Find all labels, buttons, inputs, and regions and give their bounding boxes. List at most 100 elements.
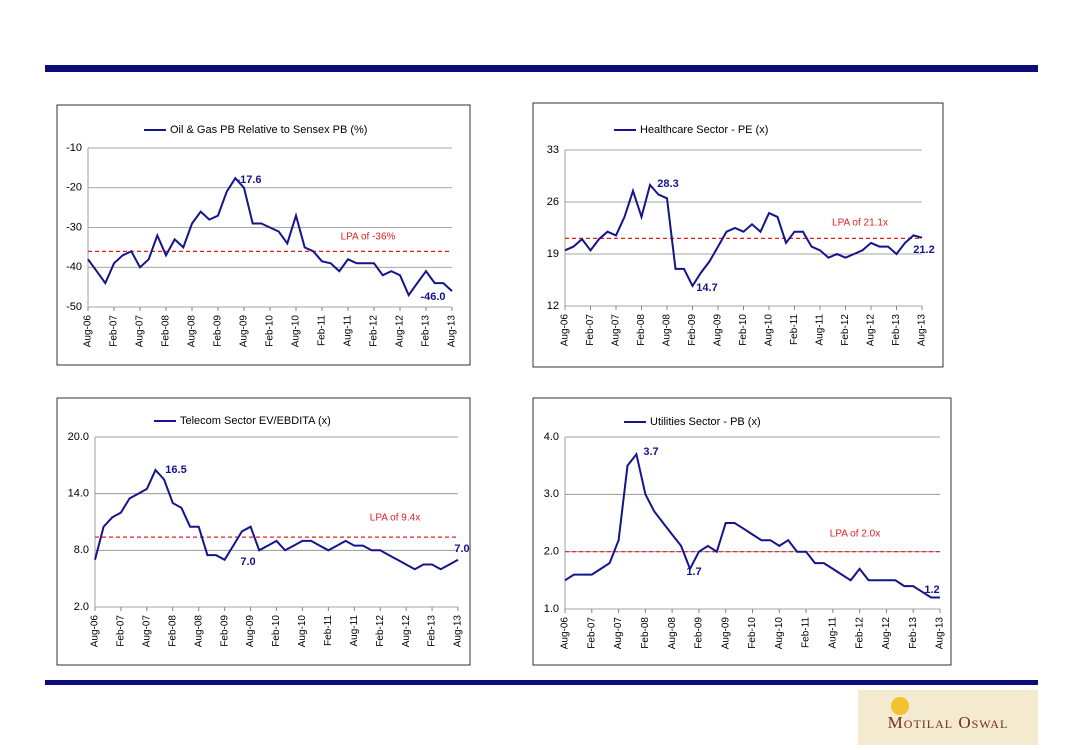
bottom-rule — [45, 680, 1038, 685]
x-tick-label: Feb-07 — [109, 315, 120, 347]
x-tick-label: Feb-08 — [161, 315, 172, 347]
annotation: 28.3 — [657, 178, 678, 190]
y-tick-label: 26 — [547, 196, 559, 208]
x-tick-label: Aug-09 — [245, 615, 256, 648]
x-tick-label: Aug-06 — [90, 615, 101, 648]
x-tick-label: Aug-12 — [395, 315, 406, 348]
x-tick-label: Aug-11 — [349, 615, 360, 647]
x-tick-label: Feb-09 — [213, 315, 224, 347]
x-tick-label: Aug-10 — [774, 617, 785, 650]
reference-label: LPA of -36% — [341, 232, 396, 243]
x-tick-label: Aug-10 — [291, 315, 302, 348]
annotation: 1.2 — [924, 584, 939, 596]
x-tick-label: Feb-10 — [271, 615, 282, 647]
x-tick-label: Feb-09 — [687, 314, 698, 346]
x-tick-label: Feb-13 — [891, 314, 902, 346]
x-tick-label: Feb-07 — [116, 615, 127, 647]
y-tick-label: -10 — [66, 142, 82, 154]
x-tick-label: Aug-07 — [611, 314, 622, 347]
x-tick-label: Aug-06 — [560, 617, 571, 650]
x-tick-label: Aug-09 — [713, 314, 724, 347]
reference-label: LPA of 21.1x — [832, 218, 888, 229]
x-tick-label: Aug-07 — [613, 617, 624, 650]
x-tick-label: Aug-07 — [135, 315, 146, 348]
y-tick-label: 19 — [547, 248, 559, 260]
x-tick-label: Aug-12 — [401, 615, 412, 648]
panel-border — [532, 102, 944, 368]
legend-label: Telecom Sector EV/EBDITA (x) — [180, 415, 331, 427]
x-tick-label: Aug-13 — [453, 615, 464, 648]
x-tick-label: Feb-13 — [421, 315, 432, 347]
top-rule — [45, 65, 1038, 72]
x-tick-label: Feb-13 — [427, 615, 438, 647]
y-tick-label: -30 — [66, 221, 82, 233]
series-line — [564, 451, 940, 599]
annotation: 3.7 — [643, 446, 658, 458]
x-tick-label: Aug-07 — [141, 615, 152, 648]
annotation: -46.0 — [420, 291, 445, 303]
x-tick-label: Aug-11 — [343, 315, 354, 347]
x-tick-label: Feb-11 — [323, 615, 334, 646]
y-tick-label: -20 — [66, 182, 82, 194]
reference-label: LPA of 9.4x — [370, 513, 420, 524]
x-tick-label: Aug-11 — [827, 617, 838, 649]
legend-label: Utilities Sector - PB (x) — [650, 416, 761, 428]
x-tick-label: Feb-08 — [636, 314, 647, 346]
y-tick-label: 2.0 — [544, 546, 559, 558]
y-tick-label: 14.0 — [68, 488, 89, 500]
x-tick-label: Feb-11 — [789, 314, 800, 345]
x-tick-label: Aug-08 — [187, 315, 198, 348]
annotation: 14.7 — [696, 282, 717, 294]
logo: Motilal Oswal — [858, 690, 1038, 745]
x-tick-label: Aug-11 — [815, 314, 826, 346]
x-tick-label: Feb-12 — [840, 314, 851, 346]
x-tick-label: Feb-11 — [801, 617, 812, 648]
x-tick-label: Feb-07 — [586, 617, 597, 649]
x-tick-label: Feb-12 — [854, 617, 865, 649]
x-tick-label: Feb-08 — [167, 615, 178, 647]
x-tick-label: Feb-09 — [694, 617, 705, 649]
x-tick-label: Feb-12 — [375, 615, 386, 647]
x-tick-label: Aug-08 — [193, 615, 204, 648]
annotation: -17.6 — [236, 174, 261, 186]
legend-label: Oil & Gas PB Relative to Sensex PB (%) — [170, 124, 367, 136]
legend-label: Healthcare Sector - PE (x) — [640, 124, 768, 136]
panel-border — [532, 397, 952, 666]
reference-label: LPA of 2.0x — [830, 529, 880, 540]
logo-box — [858, 690, 1038, 745]
y-tick-label: 3.0 — [544, 488, 559, 500]
y-tick-label: -50 — [66, 301, 82, 313]
x-tick-label: Aug-08 — [667, 617, 678, 650]
annotation: 1.7 — [686, 566, 701, 578]
y-tick-label: 12 — [547, 300, 559, 312]
x-tick-label: Aug-12 — [866, 314, 877, 347]
series-line — [87, 176, 453, 298]
x-tick-label: Feb-07 — [585, 314, 596, 346]
y-tick-label: 4.0 — [544, 431, 559, 443]
x-tick-label: Aug-12 — [881, 617, 892, 650]
panel-border — [56, 397, 471, 666]
x-tick-label: Feb-10 — [265, 315, 276, 347]
y-tick-label: 1.0 — [544, 603, 559, 615]
x-tick-label: Aug-10 — [764, 314, 775, 347]
x-tick-label: Aug-13 — [917, 314, 928, 347]
x-tick-label: Aug-13 — [447, 315, 458, 348]
annotation: 7.0 — [240, 556, 255, 568]
series-line — [94, 468, 459, 571]
y-tick-label: 33 — [547, 144, 559, 156]
annotation: 7.0 — [454, 543, 469, 555]
y-tick-label: 8.0 — [74, 544, 89, 556]
x-tick-label: Feb-13 — [908, 617, 919, 649]
series-line — [564, 182, 923, 288]
x-tick-label: Aug-13 — [935, 617, 946, 650]
x-tick-label: Aug-06 — [560, 314, 571, 347]
x-tick-label: Feb-10 — [738, 314, 749, 346]
x-tick-label: Feb-10 — [747, 617, 758, 649]
x-tick-label: Feb-08 — [640, 617, 651, 649]
panel-border — [56, 104, 471, 366]
x-tick-label: Aug-09 — [720, 617, 731, 650]
y-tick-label: 20.0 — [68, 431, 89, 443]
y-tick-label: -40 — [66, 261, 82, 273]
logo-sun — [891, 697, 909, 715]
